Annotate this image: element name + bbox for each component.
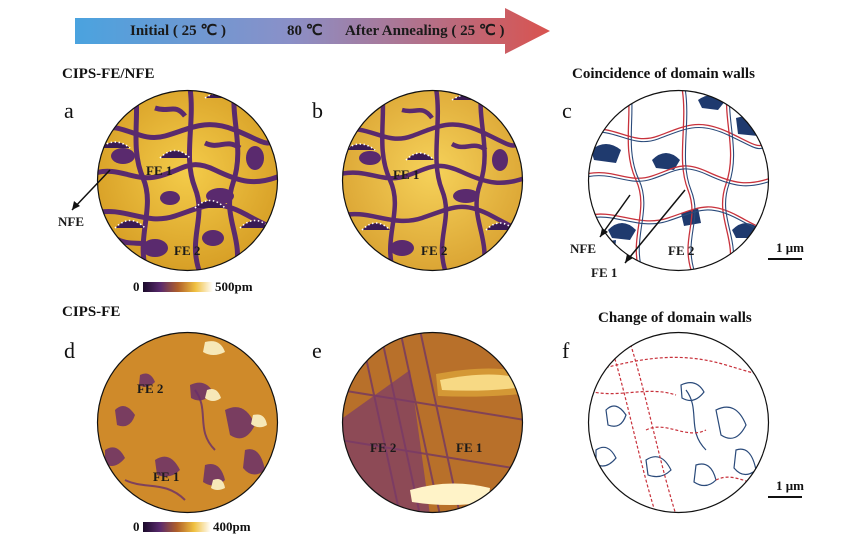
arrow-label-initial: Initial ( 25 ℃ ) <box>130 23 227 39</box>
temperature-arrow <box>75 8 550 54</box>
afm-image-e <box>340 330 525 515</box>
panel-label-b: b <box>312 98 323 123</box>
title-coincidence: Coincidence of domain walls <box>572 66 755 82</box>
annotation-nfe-c: NFE <box>570 241 596 256</box>
annotation-fe2-d: FE 2 <box>137 381 164 396</box>
afm-image-a <box>95 88 280 273</box>
row-title-top: CIPS-FE/NFE <box>62 66 155 82</box>
annotation-fe1-d: FE 1 <box>153 469 180 484</box>
domain-wall-map-c <box>586 88 771 273</box>
arrow-label-after: After Annealing ( 25 ℃ ) <box>345 23 505 39</box>
row-title-bottom: CIPS-FE <box>62 304 121 320</box>
panel-label-f: f <box>562 338 570 363</box>
annotation-fe1-e: FE 1 <box>456 440 483 455</box>
scalebar-label-c: 1 μm <box>776 240 804 255</box>
colorbar-bottom <box>143 522 211 532</box>
arrow-label-mid: 80 ℃ <box>287 23 323 39</box>
afm-image-d <box>95 330 280 515</box>
panel-label-e: e <box>312 338 322 363</box>
annotation-fe2-e: FE 2 <box>370 440 397 455</box>
annotation-fe1-c: FE 1 <box>591 265 618 280</box>
annotation-fe2-b: FE 2 <box>421 243 448 258</box>
colorbar-bottom-min: 0 <box>133 519 140 534</box>
arrow-shape <box>75 8 550 54</box>
colorbar-bottom-max: 400pm <box>213 519 251 534</box>
annotation-fe2-c: FE 2 <box>668 243 695 258</box>
panel-label-c: c <box>562 98 572 123</box>
panel-label-a: a <box>64 98 74 123</box>
annotation-fe1-a: FE 1 <box>146 163 173 178</box>
scalebar-f <box>768 496 802 498</box>
colorbar-top-min: 0 <box>133 279 140 294</box>
annotation-nfe-a: NFE <box>58 214 84 229</box>
annotation-fe2-a: FE 2 <box>174 243 201 258</box>
annotation-fe1-b: FE 1 <box>393 167 420 182</box>
arrows-panel-c <box>599 189 686 264</box>
scalebar-c <box>768 258 802 260</box>
domain-wall-map-f <box>586 330 771 515</box>
title-change: Change of domain walls <box>598 310 752 326</box>
arrow-nfe-a <box>71 169 111 211</box>
colorbar-top <box>143 282 213 292</box>
afm-image-b <box>340 88 525 273</box>
colorbar-top-max: 500pm <box>215 279 253 294</box>
panel-label-d: d <box>64 338 75 363</box>
scalebar-label-f: 1 μm <box>776 478 804 493</box>
